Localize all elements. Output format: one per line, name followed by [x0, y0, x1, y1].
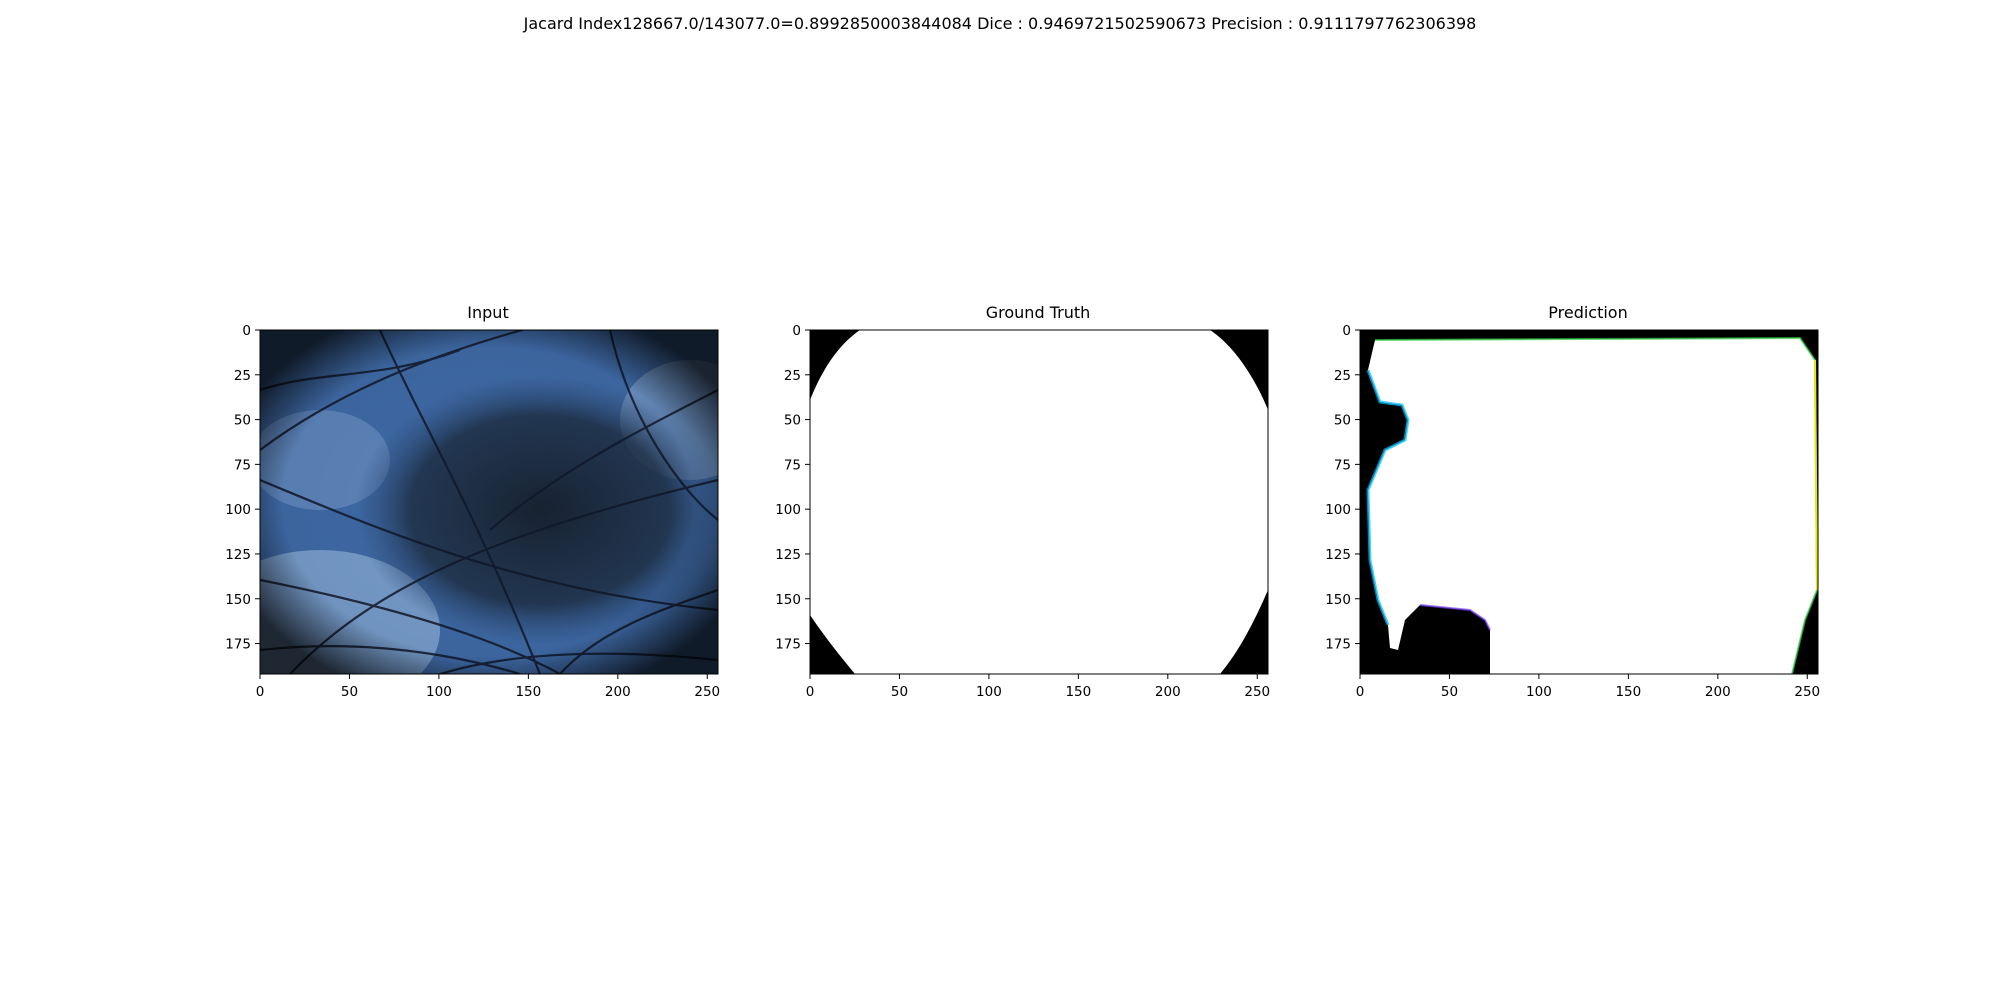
y-tick-label: 0	[1342, 323, 1351, 339]
panel-ground-truth: Ground Truth 0 50 100 150 200 250 0 25 50 75 100 1…	[750, 300, 1310, 720]
input-axes: Input	[225, 303, 720, 700]
x-tick-label: 250	[694, 684, 720, 700]
x-tick-label: 150	[1065, 684, 1091, 700]
ground-truth-mask	[810, 330, 1268, 674]
figure-title: Jacard Index128667.0/143077.0=0.89928500…	[523, 14, 1477, 33]
gt-axes: Ground Truth 0 50 100 150 200 250 0 25 50 75 100 1…	[775, 303, 1270, 700]
y-tick-label: 175	[1325, 637, 1351, 653]
x-tick-label: 100	[1526, 684, 1552, 700]
y-tick-label: 75	[784, 457, 801, 473]
x-tick-label: 150	[1615, 684, 1641, 700]
y-tick-label: 125	[775, 547, 801, 563]
y-tick-label: 150	[775, 592, 801, 608]
y-tick-label: 150	[1325, 592, 1351, 608]
y-tick-label: 175	[225, 637, 251, 653]
y-tick-label: 125	[225, 547, 251, 563]
x-axis: 0 50 100 150 200 250	[256, 674, 720, 700]
pred-axes: Prediction 0 50 100 150 200 250 0 25 50 75 100 125…	[1325, 303, 1820, 700]
y-axis: 0 25 50 75 100 125 150 175	[1325, 323, 1360, 653]
y-tick-label: 50	[784, 413, 801, 429]
axes-frame	[259, 329, 719, 675]
axes-frame	[809, 329, 1269, 675]
x-axis: 0 50 100 150 200 250	[1356, 674, 1820, 700]
x-tick-label: 0	[1356, 684, 1365, 700]
panel-title: Ground Truth	[986, 303, 1091, 322]
x-tick-label: 100	[426, 684, 452, 700]
y-tick-label: 100	[775, 502, 801, 518]
y-tick-label: 50	[234, 413, 251, 429]
y-tick-label: 75	[234, 457, 251, 473]
y-axis: 0 25 50 75 100 125 150 175	[775, 323, 810, 653]
x-axis: 0 50 100 150 200 250	[806, 674, 1270, 700]
x-tick-label: 50	[341, 684, 358, 700]
y-tick-label: 25	[1334, 368, 1351, 384]
x-tick-label: 200	[1155, 684, 1181, 700]
input-image	[260, 330, 718, 674]
y-tick-label: 150	[225, 592, 251, 608]
panel-input: Input	[200, 300, 760, 720]
x-tick-label: 200	[605, 684, 631, 700]
y-tick-label: 100	[225, 502, 251, 518]
x-tick-label: 50	[891, 684, 908, 700]
x-tick-label: 100	[976, 684, 1002, 700]
y-tick-label: 175	[775, 637, 801, 653]
x-tick-label: 0	[806, 684, 815, 700]
y-tick-label: 50	[1334, 413, 1351, 429]
y-tick-label: 125	[1325, 547, 1351, 563]
y-tick-label: 75	[1334, 457, 1351, 473]
panel-prediction: Prediction 0 50 100 150 200 250 0 25 50 75 100 125…	[1300, 300, 1860, 720]
x-tick-label: 150	[515, 684, 541, 700]
panel-title: Input	[467, 303, 508, 322]
y-tick-label: 25	[784, 368, 801, 384]
y-tick-label: 25	[234, 368, 251, 384]
x-tick-label: 250	[1244, 684, 1270, 700]
x-tick-label: 200	[1705, 684, 1731, 700]
axes-frame	[1359, 329, 1819, 675]
y-tick-label: 0	[242, 323, 251, 339]
x-tick-label: 250	[1794, 684, 1820, 700]
y-axis: 0 25 50 75 100 125 150 175	[225, 323, 260, 653]
y-tick-label: 0	[792, 323, 801, 339]
x-tick-label: 50	[1441, 684, 1458, 700]
y-tick-label: 100	[1325, 502, 1351, 518]
prediction-mask	[1360, 330, 1819, 675]
x-tick-label: 0	[256, 684, 265, 700]
panel-title: Prediction	[1548, 303, 1627, 322]
